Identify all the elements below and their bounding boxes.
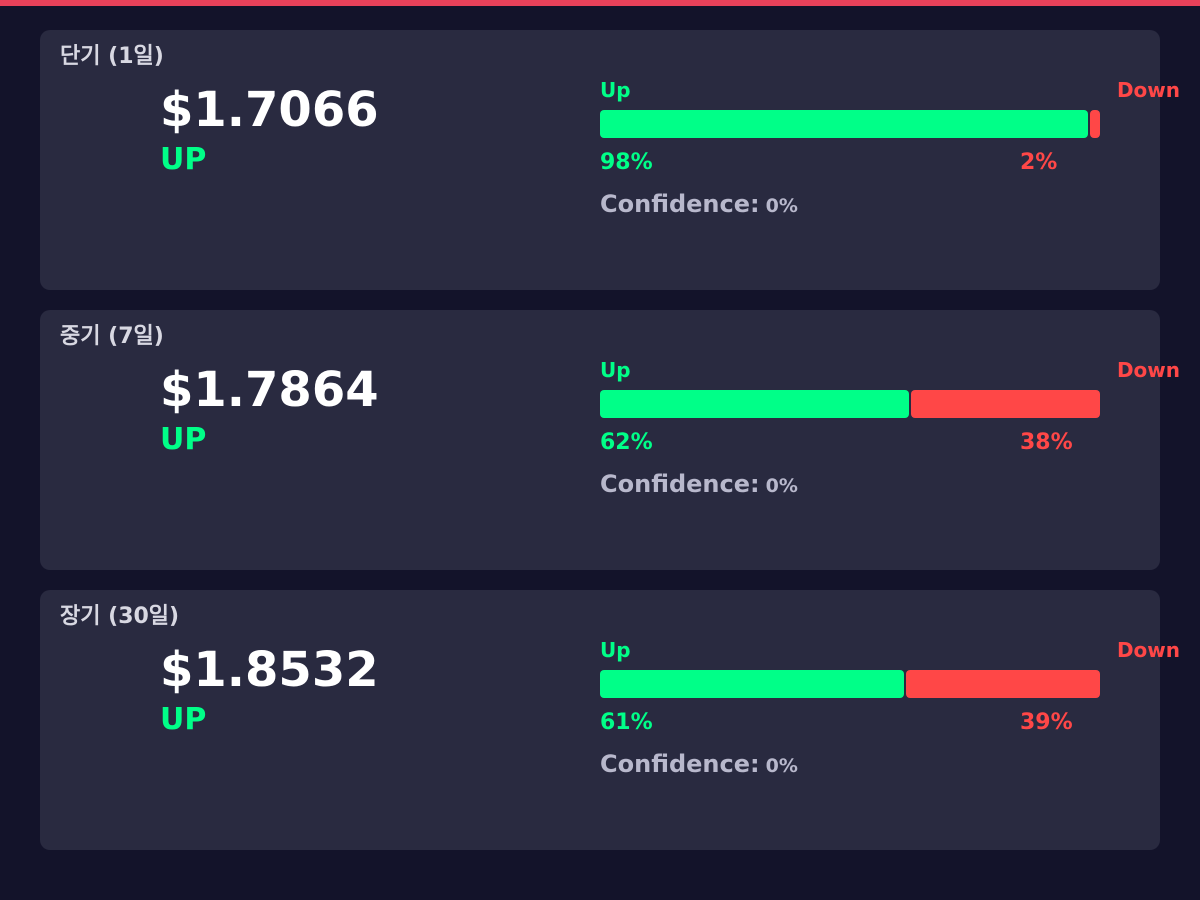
- probability-bar: [600, 670, 1100, 698]
- direction: UP: [160, 142, 207, 177]
- forecast-card: 장기 (30일) $1.8532 UP Up Down 61% 39% Confidence:…: [40, 590, 1180, 850]
- confidence-value: 0%: [765, 195, 798, 217]
- card-title: 단기 (1일): [60, 44, 164, 69]
- down-segment: [1090, 110, 1100, 138]
- confidence: Confidence: 0%: [600, 750, 798, 778]
- direction: UP: [160, 422, 207, 457]
- confidence: Confidence: 0%: [600, 470, 798, 498]
- confidence-label: Confidence:: [600, 750, 760, 778]
- down-percent: 38%: [1020, 430, 1073, 455]
- confidence-label: Confidence:: [600, 470, 760, 498]
- forecast-card: 중기 (7일) $1.7864 UP Up Down 62% 38% Confidence: 0…: [40, 310, 1180, 570]
- card-title: 장기 (30일): [60, 604, 180, 629]
- direction: UP: [160, 702, 207, 737]
- up-label: Up: [600, 358, 631, 382]
- up-label: Up: [600, 78, 631, 102]
- up-segment: [600, 390, 909, 418]
- down-label: Down: [1116, 78, 1180, 102]
- confidence-value: 0%: [765, 475, 798, 497]
- up-label: Up: [600, 638, 631, 662]
- card-title: 중기 (7일): [60, 324, 164, 349]
- top-bar: [0, 0, 1200, 6]
- down-label: Down: [1116, 358, 1180, 382]
- down-segment: [910, 390, 1100, 418]
- up-percent: 62%: [600, 430, 653, 455]
- price: $1.7066: [160, 82, 379, 138]
- price: $1.7864: [160, 362, 379, 418]
- up-percent: 61%: [600, 710, 653, 735]
- confidence-label: Confidence:: [600, 190, 760, 218]
- down-label: Down: [1116, 638, 1180, 662]
- confidence: Confidence: 0%: [600, 190, 798, 218]
- probability-bar: [600, 390, 1100, 418]
- forecast-card: 단기 (1일) $1.7066 UP Up Down 98% 2% Confidence: 0%: [40, 30, 1180, 290]
- probability-bar: [600, 110, 1100, 138]
- price: $1.8532: [160, 642, 379, 698]
- up-percent: 98%: [600, 150, 653, 175]
- down-percent: 39%: [1020, 710, 1073, 735]
- up-segment: [600, 670, 904, 698]
- down-percent: 2%: [1020, 150, 1058, 175]
- up-segment: [600, 110, 1089, 138]
- down-segment: [905, 670, 1100, 698]
- confidence-value: 0%: [765, 755, 798, 777]
